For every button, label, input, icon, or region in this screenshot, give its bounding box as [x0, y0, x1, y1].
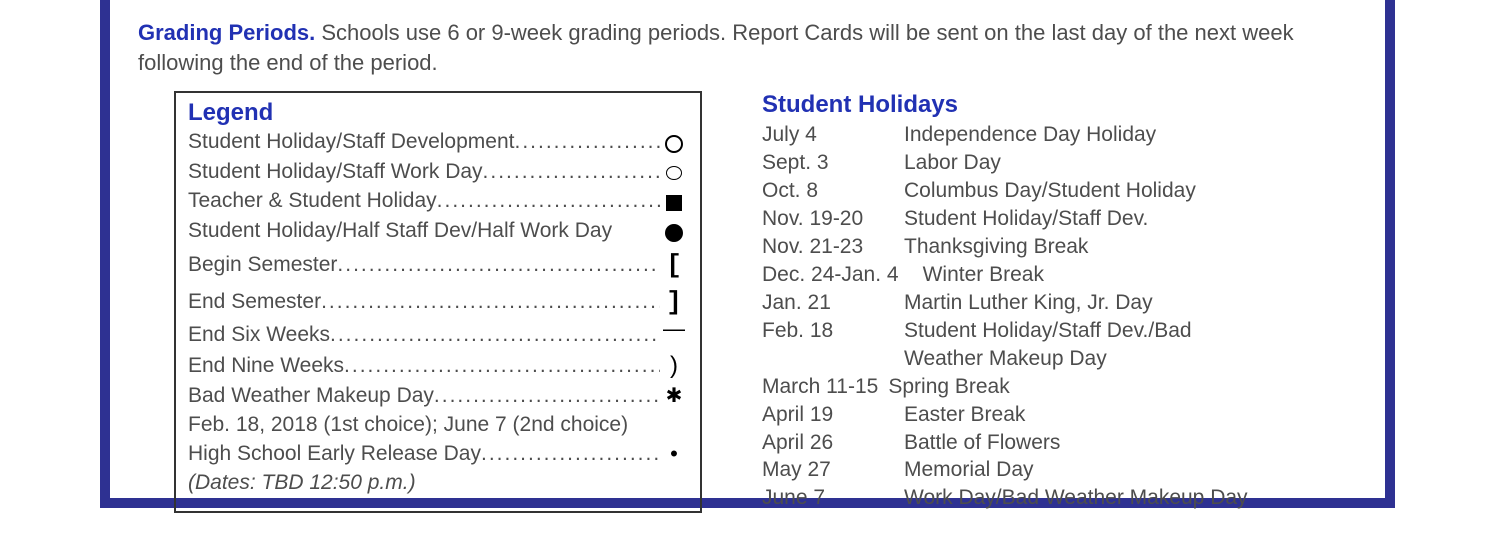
paren-close-icon: )	[660, 350, 688, 382]
holiday-date: Oct. 8	[762, 177, 904, 205]
holiday-row: Sept. 3Labor Day	[762, 149, 1357, 177]
legend-note-choices: Feb. 18, 2018 (1st choice); June 7 (2nd …	[188, 411, 688, 439]
legend-label: Student Holiday/Staff Work Day	[188, 158, 483, 186]
legend-label: High School Early Release Day	[188, 440, 481, 468]
holiday-desc: Spring Break	[888, 373, 1357, 401]
legend-dots: ........................................…	[337, 251, 660, 279]
holiday-desc: Work Day/Bad Weather Makeup Day	[904, 484, 1357, 512]
holiday-row: May 27Memorial Day	[762, 456, 1357, 484]
legend-row: End Six Weeks ..........................…	[188, 320, 688, 350]
holiday-row: Nov. 21-23Thanksgiving Break	[762, 233, 1357, 261]
legend-row: Student Holiday/Staff Development ......…	[188, 127, 688, 157]
legend-row: Student Holiday/Staff Work Day .........…	[188, 157, 688, 187]
holiday-row: June 7Work Day/Bad Weather Makeup Day	[762, 484, 1357, 512]
holiday-desc: Battle of Flowers	[904, 429, 1357, 457]
legend-label: Bad Weather Makeup Day	[188, 382, 434, 410]
content-columns: Legend Student Holiday/Staff Development…	[138, 91, 1357, 513]
holiday-date: March 11-15	[762, 373, 888, 401]
holiday-date: April 19	[762, 401, 904, 429]
holiday-date: Nov. 21-23	[762, 233, 904, 261]
holiday-row: Oct. 8Columbus Day/Student Holiday	[762, 177, 1357, 205]
bracket-open-icon: [	[660, 246, 688, 283]
holiday-row: July 4Independence Day Holiday	[762, 121, 1357, 149]
legend-dots: ........................................…	[437, 187, 660, 215]
legend-label: Student Holiday/Half Staff Dev/Half Work…	[188, 217, 612, 245]
holiday-rows: July 4Independence Day HolidaySept. 3Lab…	[762, 121, 1357, 512]
legend-row: Student Holiday/Half Staff Dev/Half Work…	[188, 216, 688, 246]
holiday-desc: Student Holiday/Staff Dev./Bad	[904, 317, 1357, 345]
holiday-desc: Thanksgiving Break	[904, 233, 1357, 261]
legend-label: End Semester	[188, 288, 321, 316]
holidays-section: Student Holidays July 4Independence Day …	[762, 91, 1357, 513]
legend-label: End Nine Weeks	[188, 352, 344, 380]
holiday-date: Feb. 18	[762, 317, 904, 345]
holiday-row: April 19Easter Break	[762, 401, 1357, 429]
holiday-row: Nov. 19-20Student Holiday/Staff Dev.	[762, 205, 1357, 233]
legend-dots: ........................	[481, 440, 660, 468]
legend-label: End Six Weeks	[188, 321, 330, 349]
holiday-desc: Columbus Day/Student Holiday	[904, 177, 1357, 205]
legend-row: Bad Weather Makeup Day .................…	[188, 382, 688, 410]
holiday-desc: Labor Day	[904, 149, 1357, 177]
holiday-desc: Weather Makeup Day	[904, 345, 1357, 373]
legend-label: Student Holiday/Staff Development	[188, 128, 514, 156]
legend-rows: Student Holiday/Staff Development ......…	[188, 127, 688, 410]
holiday-desc: Independence Day Holiday	[904, 121, 1357, 149]
holiday-desc: Memorial Day	[904, 456, 1357, 484]
holiday-desc: Student Holiday/Staff Dev.	[904, 205, 1357, 233]
legend-note-tbd: (Dates: TBD 12:50 p.m.)	[188, 469, 688, 497]
dash-icon: —	[660, 314, 688, 344]
legend-row: End Semester ...........................…	[188, 283, 688, 320]
calendar-panel: Grading Periods. Schools use 6 or 9-week…	[100, 0, 1395, 508]
circle-solid-icon	[660, 216, 688, 246]
holiday-date	[762, 345, 904, 373]
holiday-desc: Easter Break	[904, 401, 1357, 429]
legend-label: Begin Semester	[188, 251, 337, 279]
legend-dots: ........................................…	[330, 321, 660, 349]
legend-early-release: High School Early Release Day ..........…	[188, 439, 688, 469]
legend-dots: ........................................…	[321, 288, 660, 316]
holiday-date: Nov. 19-20	[762, 205, 904, 233]
intro-lead: Grading Periods.	[138, 20, 315, 45]
holiday-desc: Martin Luther King, Jr. Day	[904, 289, 1357, 317]
holiday-date: June 7	[762, 484, 904, 512]
holiday-row: April 26Battle of Flowers	[762, 429, 1357, 457]
holiday-date: Jan. 21	[762, 289, 904, 317]
legend-dots: ........................................…	[483, 158, 660, 186]
legend-label: Teacher & Student Holiday	[188, 187, 437, 215]
square-solid-icon	[660, 187, 688, 217]
holiday-row: Weather Makeup Day	[762, 345, 1357, 373]
legend-row: End Nine Weeks .........................…	[188, 350, 688, 382]
legend-title: Legend	[188, 99, 688, 127]
legend-dots: ........................................…	[434, 382, 660, 410]
intro-paragraph: Grading Periods. Schools use 6 or 9-week…	[138, 18, 1357, 77]
holiday-date: Sept. 3	[762, 149, 904, 177]
holiday-desc: Winter Break	[923, 261, 1357, 289]
holiday-row: Dec. 24-Jan. 4Winter Break	[762, 261, 1357, 289]
legend-row: Teacher & Student Holiday ..............…	[188, 187, 688, 217]
holiday-date: Dec. 24-Jan. 4	[762, 261, 923, 289]
asterisk-icon: ✱	[660, 383, 688, 410]
circle-open-thin-icon	[660, 157, 688, 187]
legend-dots: ........................................…	[344, 352, 660, 380]
page-container: Grading Periods. Schools use 6 or 9-week…	[0, 0, 1490, 559]
holidays-title: Student Holidays	[762, 91, 1357, 119]
circle-open-icon	[660, 127, 688, 157]
bullet-icon: •	[660, 439, 688, 469]
legend-row: Begin Semester .........................…	[188, 246, 688, 283]
legend-box: Legend Student Holiday/Staff Development…	[174, 91, 702, 513]
holiday-row: Feb. 18Student Holiday/Staff Dev./Bad	[762, 317, 1357, 345]
legend-dots: ........................................…	[514, 128, 660, 156]
holiday-row: March 11-15Spring Break	[762, 373, 1357, 401]
holiday-date: April 26	[762, 429, 904, 457]
holiday-row: Jan. 21Martin Luther King, Jr. Day	[762, 289, 1357, 317]
holiday-date: May 27	[762, 456, 904, 484]
holiday-date: July 4	[762, 121, 904, 149]
